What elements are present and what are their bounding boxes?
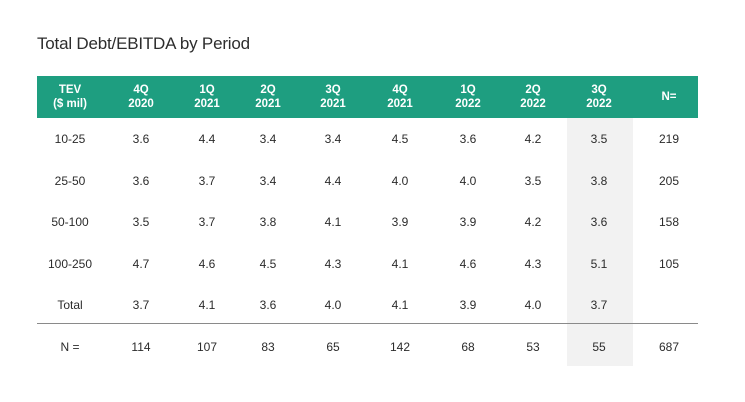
table-cell: 4.2: [524, 215, 542, 229]
footer-label: N =: [60, 340, 80, 354]
row-label: Total: [57, 298, 83, 312]
table-cell: 205: [658, 174, 680, 188]
table-cell: 4.0: [524, 298, 542, 312]
footer-cell: 53: [526, 340, 540, 354]
table-cell: 219: [658, 132, 680, 146]
column-header: 4Q 2021: [387, 84, 413, 110]
table-row: Total 3.7 4.1 3.6 4.0 4.1 3.9 4.0 3.7: [37, 295, 698, 315]
table-cell: 3.7: [590, 298, 608, 312]
row-label: 50-100: [51, 215, 89, 229]
table-cell: 4.0: [391, 174, 409, 188]
table-cell: 4.3: [524, 257, 542, 271]
table-cell: 3.6: [459, 132, 477, 146]
table-cell: 3.9: [391, 215, 409, 229]
table-cell: 3.9: [459, 298, 477, 312]
table-cell: 3.7: [198, 174, 216, 188]
table-cell: 3.5: [524, 174, 542, 188]
footer-cell: 142: [389, 340, 411, 354]
footer-cell: 68: [461, 340, 475, 354]
column-header: 4Q 2020: [128, 84, 154, 110]
row-label: 10-25: [54, 132, 86, 146]
footer-cell: 114: [131, 340, 151, 354]
table-cell: 3.8: [259, 215, 277, 229]
table-cell: 4.1: [391, 257, 409, 271]
row-label: 100-250: [47, 257, 93, 271]
column-header: 2Q 2021: [255, 84, 281, 110]
table-header: TEV ($ mil) 4Q 2020 1Q 2021 2Q 2021 3Q 2021 4…: [37, 76, 698, 118]
table-cell: 3.9: [459, 215, 477, 229]
footer-cell: 107: [196, 340, 218, 354]
footer-cell: 83: [261, 340, 275, 354]
table-cell: 3.6: [259, 298, 277, 312]
table-cell: 3.4: [259, 174, 277, 188]
table-cell: 4.7: [132, 257, 150, 271]
table-cell: 4.6: [459, 257, 477, 271]
column-header: 1Q 2021: [194, 84, 220, 110]
table-cell: 3.4: [324, 132, 342, 146]
table-cell: 3.7: [198, 215, 216, 229]
table-cell: 4.3: [324, 257, 342, 271]
table-cell: 3.4: [259, 132, 277, 146]
table-cell: 4.4: [324, 174, 342, 188]
table-row: 25-50 3.6 3.7 3.4 4.4 4.0 4.0 3.5 3.8 205: [37, 171, 698, 191]
table-row: 100-250 4.7 4.6 4.5 4.3 4.1 4.6 4.3 5.1 105: [37, 254, 698, 274]
footer-row: N = 114 107 83 65 142 68 53 55 687: [37, 337, 698, 357]
table-cell: 3.5: [590, 132, 608, 146]
highlighted-column-background: [567, 118, 633, 366]
table-cell: 3.6: [132, 174, 150, 188]
table-cell: 5.1: [590, 257, 608, 271]
footer-cell: 55: [592, 340, 606, 354]
table-title: Total Debt/EBITDA by Period: [37, 34, 250, 53]
table-cell: 3.6: [132, 132, 150, 146]
table-cell: 4.1: [391, 298, 409, 312]
table-cell: 158: [658, 215, 680, 229]
table-cell: 4.6: [198, 257, 216, 271]
column-header: 3Q 2021: [320, 84, 346, 110]
table-cell: 4.1: [198, 298, 216, 312]
table-cell: 4.5: [391, 132, 409, 146]
table-cell: 4.1: [324, 215, 342, 229]
column-header: TEV ($ mil): [53, 84, 87, 110]
footer-cell: 687: [658, 340, 680, 354]
table-cell: 3.8: [590, 174, 608, 188]
table-cell: 3.5: [132, 215, 150, 229]
table-cell: 3.7: [132, 298, 150, 312]
table-cell: [637, 295, 701, 315]
table-cell: 105: [658, 257, 680, 271]
footer-cell: 65: [326, 340, 340, 354]
table-row: 50-100 3.5 3.7 3.8 4.1 3.9 3.9 4.2 3.6 158: [37, 212, 698, 232]
table-cell: 4.0: [324, 298, 342, 312]
table-cell: 4.0: [459, 174, 477, 188]
table-cell: 4.2: [524, 132, 542, 146]
column-header: 2Q 2022: [520, 84, 546, 110]
table-cell: 4.4: [198, 132, 216, 146]
table-cell: 3.6: [590, 215, 608, 229]
column-header: 3Q 2022: [586, 84, 612, 110]
table-cell: 4.5: [259, 257, 277, 271]
footer-divider: [37, 323, 698, 324]
row-label: 25-50: [54, 174, 86, 188]
table-row: 10-25 3.6 4.4 3.4 3.4 4.5 3.6 4.2 3.5 219: [37, 129, 698, 149]
column-header: N=: [661, 91, 677, 103]
column-header: 1Q 2022: [455, 84, 481, 110]
